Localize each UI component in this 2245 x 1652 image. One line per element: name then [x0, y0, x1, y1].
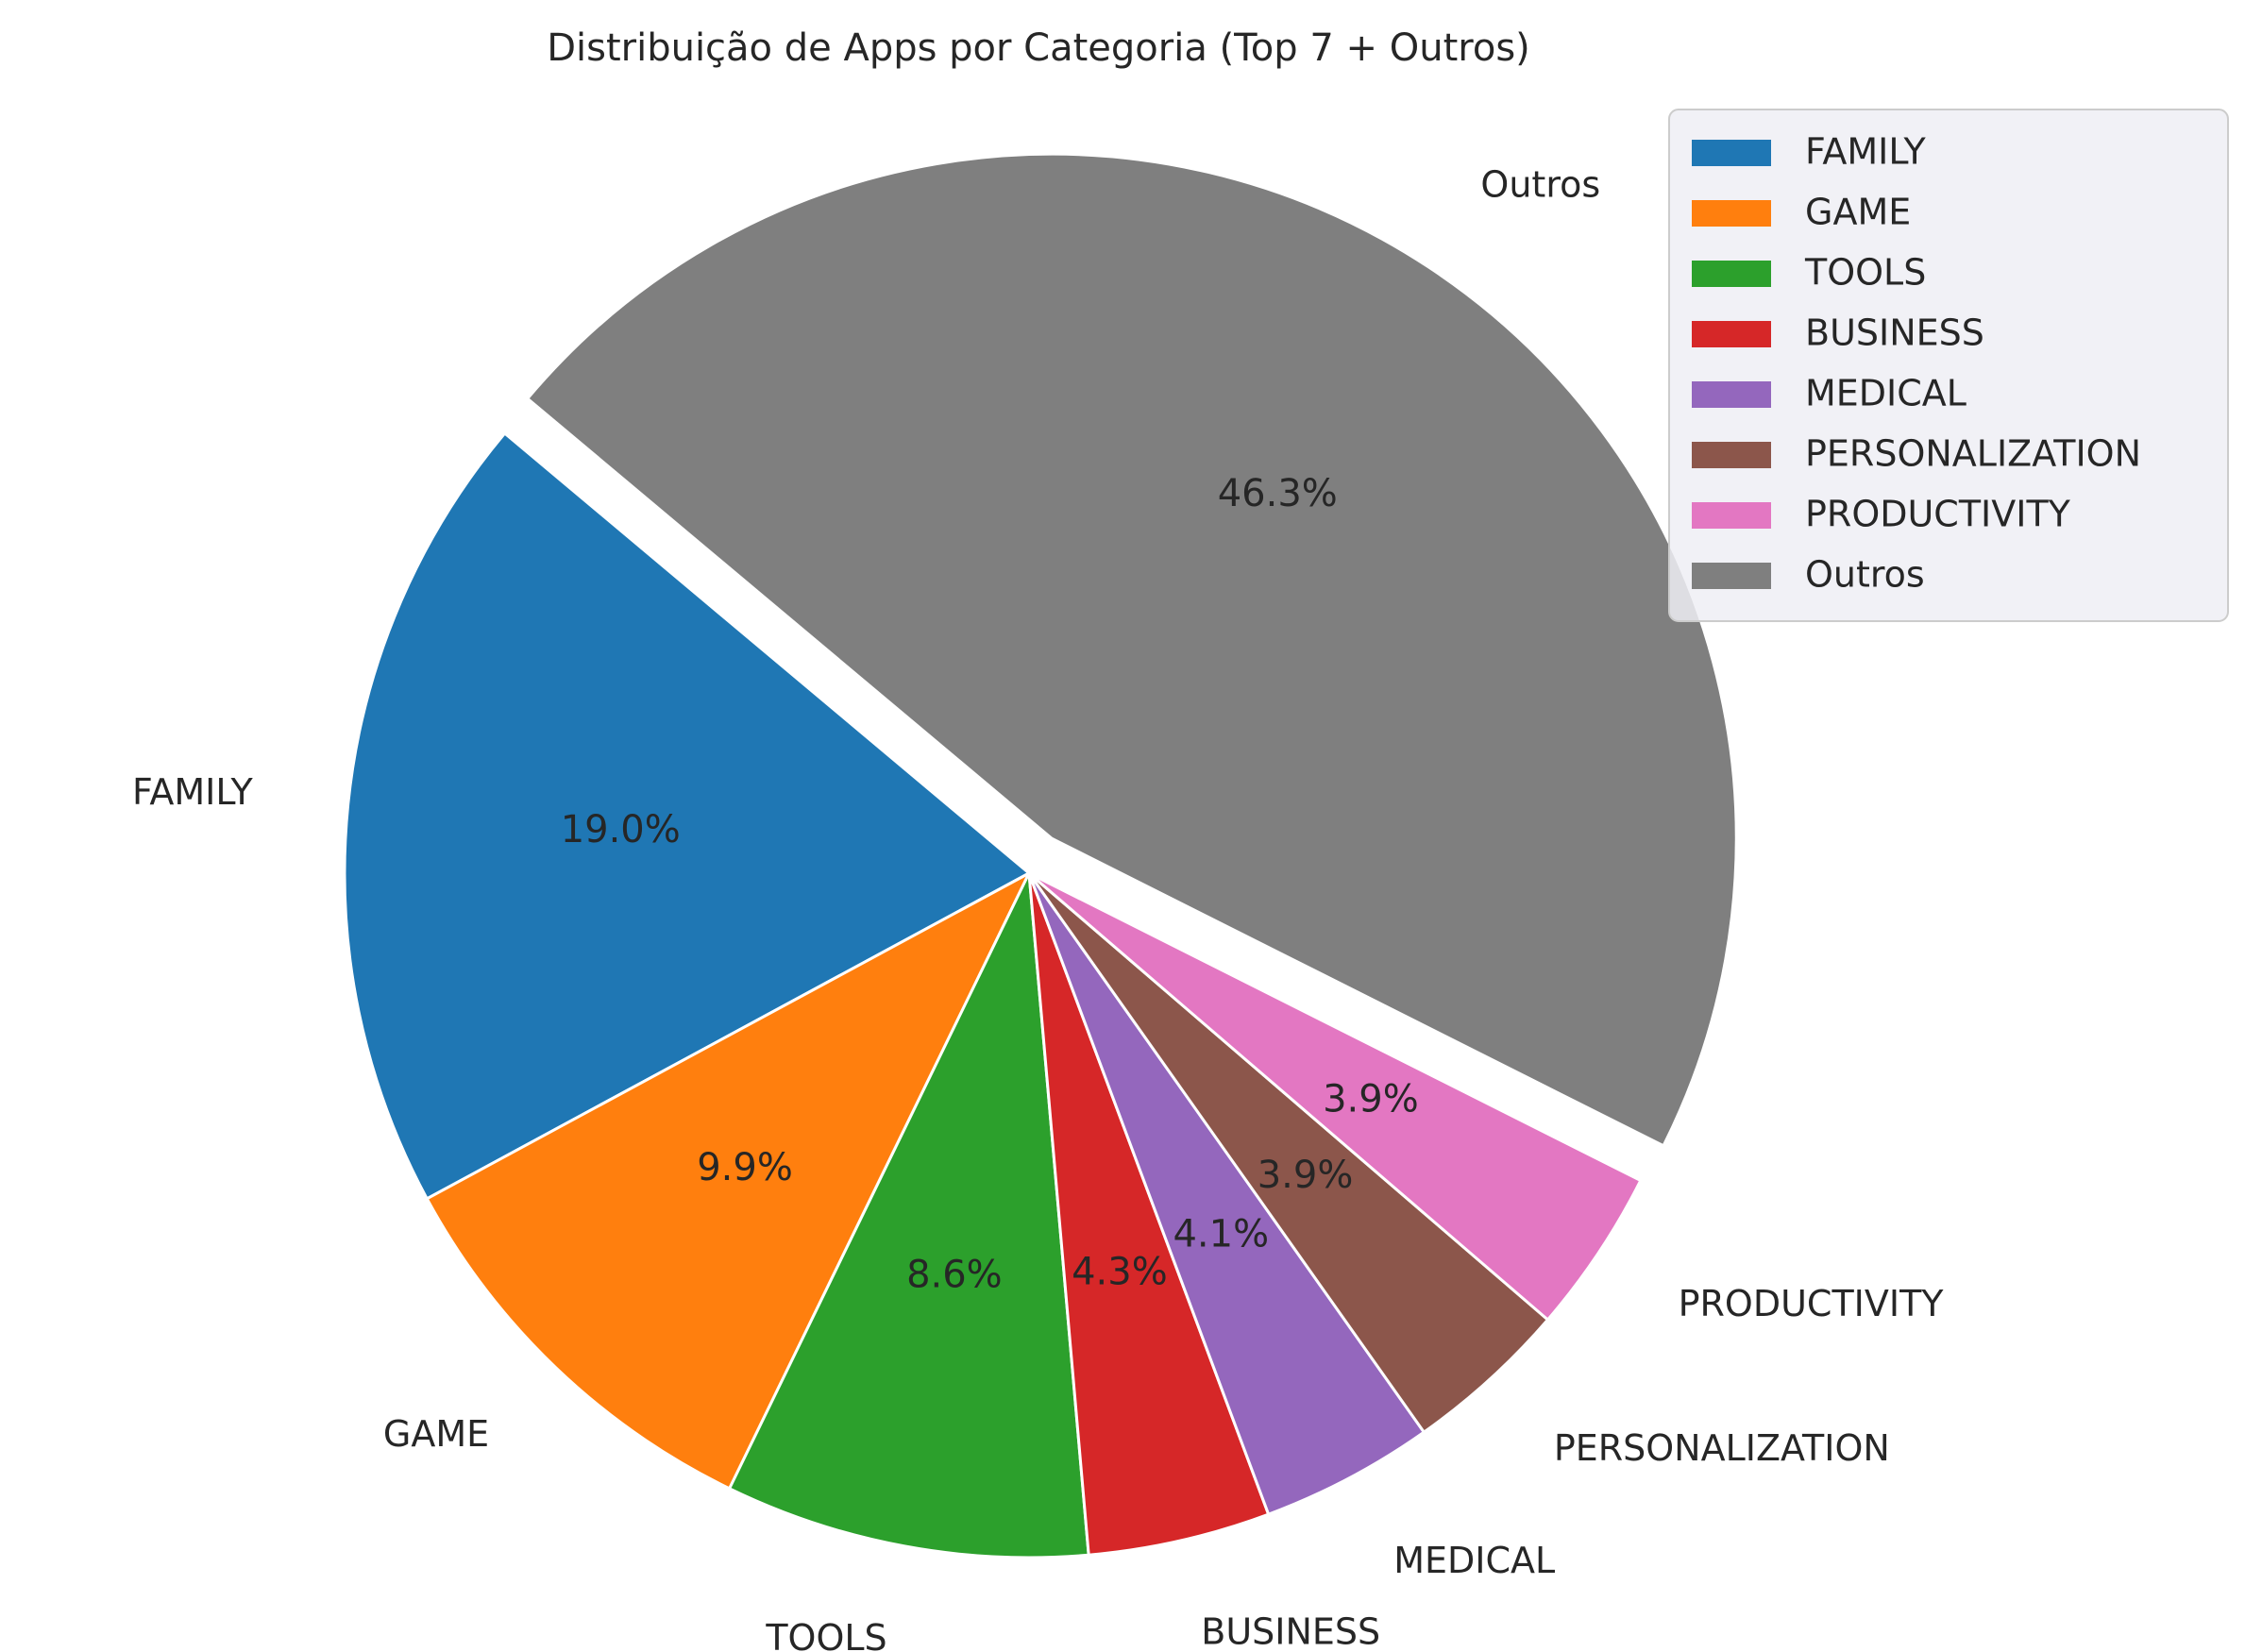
legend-swatch-family	[1692, 140, 1771, 166]
slice-label-tools: TOOLS	[765, 1617, 886, 1652]
legend-swatch-game	[1692, 200, 1771, 227]
slice-tools	[728, 871, 1090, 1559]
legend-label-family: FAMILY	[1805, 131, 1926, 173]
slice-label-personalization: PERSONALIZATION	[1554, 1427, 1890, 1469]
pct-label-personalization: 3.9%	[1258, 1154, 1354, 1197]
pct-label-tools: 8.6%	[906, 1254, 1003, 1297]
slice-label-productivity: PRODUCTIVITY	[1679, 1283, 1945, 1324]
pct-label-outros: 46.3%	[1218, 472, 1338, 515]
slice-label-game: GAME	[383, 1413, 489, 1455]
pie-slices	[343, 152, 1738, 1559]
legend-label-tools: TOOLS	[1804, 252, 1926, 294]
legend-swatch-medical	[1692, 381, 1771, 408]
slice-label-outros: Outros	[1480, 163, 1600, 205]
pct-label-medical: 4.1%	[1173, 1213, 1269, 1256]
chart-title: Distribuição de Apps por Categoria (Top …	[547, 26, 1530, 70]
slice-medical	[1027, 871, 1426, 1516]
legend-label-outros: Outros	[1805, 554, 1925, 596]
legend-swatch-tools	[1692, 261, 1771, 287]
slice-labels: FAMILY 19.0% GAME 9.9% TOOLS 8.6% BUSINESS 4.3%…	[132, 163, 1944, 1652]
slice-family	[343, 431, 1031, 1201]
pct-label-family: 19.0%	[561, 808, 681, 851]
pct-label-business: 4.3%	[1072, 1250, 1168, 1293]
slice-game	[425, 871, 1031, 1491]
slice-productivity	[1027, 871, 1643, 1322]
slice-outros	[526, 152, 1738, 1148]
legend-label-game: GAME	[1805, 192, 1911, 233]
slice-label-medical: MEDICAL	[1393, 1540, 1555, 1581]
legend-label-personalization: PERSONALIZATION	[1805, 433, 2141, 475]
slice-label-business: BUSINESS	[1201, 1611, 1380, 1652]
legend: FAMILY GAME TOOLS BUSINESS MEDICAL PERSONALIZ…	[1668, 109, 2229, 622]
legend-box	[1668, 109, 2229, 622]
pct-label-game: 9.9%	[697, 1146, 793, 1189]
legend-label-medical: MEDICAL	[1805, 373, 1966, 414]
legend-swatch-outros	[1692, 563, 1771, 589]
legend-swatch-business	[1692, 321, 1771, 347]
legend-label-business: BUSINESS	[1805, 312, 1984, 354]
pct-label-productivity: 3.9%	[1323, 1077, 1419, 1121]
legend-label-productivity: PRODUCTIVITY	[1805, 494, 2071, 535]
legend-swatch-productivity	[1692, 502, 1771, 529]
legend-swatch-personalization	[1692, 442, 1771, 468]
slice-label-family: FAMILY	[132, 771, 253, 813]
slice-business	[1027, 871, 1271, 1557]
